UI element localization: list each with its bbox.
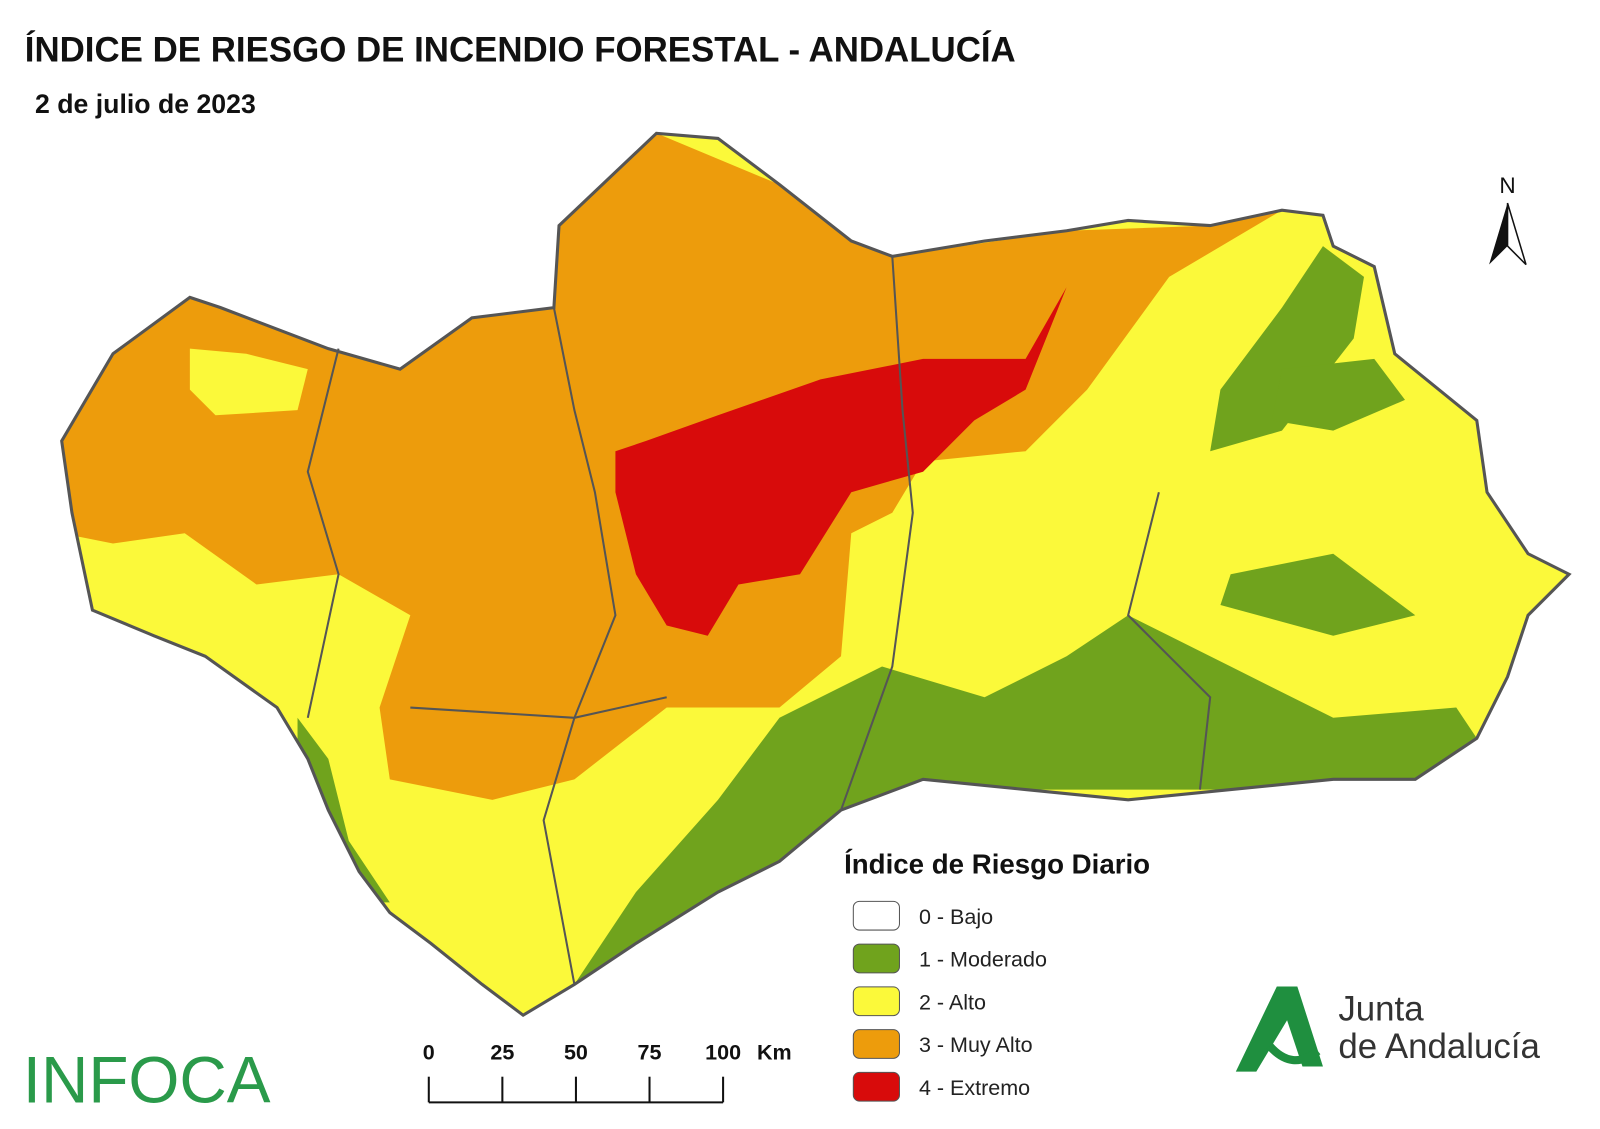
legend-swatch bbox=[852, 900, 900, 931]
risk-area bbox=[189, 348, 308, 416]
north-label: N bbox=[1499, 173, 1515, 198]
legend-label: 0 - Bajo bbox=[919, 905, 993, 929]
risk-area bbox=[574, 615, 1477, 985]
junta-text: Junta bbox=[1338, 989, 1424, 1028]
legend-label: 1 - Moderado bbox=[919, 948, 1047, 972]
legend-swatch bbox=[852, 943, 900, 974]
legend: 0 - Bajo 1 - Moderado 2 - Alto 3 - Muy Alto… bbox=[852, 900, 1047, 1102]
legend-swatch bbox=[852, 986, 900, 1017]
region-outline bbox=[60, 131, 1572, 1018]
risk-area bbox=[297, 717, 390, 903]
scale-unit: Km bbox=[757, 1040, 792, 1064]
junta-logo: Junta de Andalucía bbox=[1235, 986, 1541, 1072]
legend-label: 2 - Alto bbox=[919, 990, 986, 1014]
scale-tick-label: 50 bbox=[564, 1040, 588, 1064]
province-borders bbox=[306, 256, 1212, 985]
junta-text: de Andalucía bbox=[1338, 1027, 1540, 1066]
legend-label: 3 - Muy Alto bbox=[919, 1033, 1033, 1057]
risk-area bbox=[615, 287, 1067, 636]
legend-title: Índice de Riesgo Diario bbox=[844, 849, 1150, 880]
risk-area bbox=[1210, 246, 1364, 452]
scale-tick-label: 25 bbox=[490, 1040, 514, 1064]
scale-bar: Km 0 25 50 75 100 bbox=[423, 1040, 792, 1104]
scale-tick-label: 75 bbox=[638, 1040, 662, 1064]
subtitle: 2 de julio de 2023 bbox=[35, 89, 256, 119]
infoca-logo: INFOCA bbox=[23, 1043, 271, 1116]
scale-tick-label: 100 bbox=[705, 1040, 741, 1064]
title: ÍNDICE DE RIESGO DE INCENDIO FORESTAL - … bbox=[25, 30, 1016, 70]
risk-area bbox=[1271, 358, 1406, 431]
scale-tick-label: 0 bbox=[423, 1040, 435, 1064]
legend-swatch bbox=[852, 1029, 900, 1059]
north-arrow bbox=[1489, 203, 1508, 265]
legend-label: 4 - Extremo bbox=[919, 1076, 1030, 1100]
north-arrow bbox=[1506, 202, 1527, 266]
risk-area bbox=[1220, 553, 1416, 636]
legend-swatch bbox=[852, 1071, 900, 1102]
